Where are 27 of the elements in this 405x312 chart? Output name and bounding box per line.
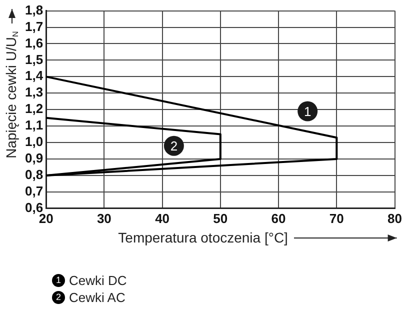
y-tick-label: 0,9 [24,150,44,166]
y-axis-title: Napięcie cewki U/UN [2,31,20,158]
annotation: 1 [304,104,312,119]
text: 2 [56,292,61,302]
annotation: 2 [170,138,178,154]
y-tick-label: 0,7 [24,184,44,199]
y-tick-label: 1,7 [24,18,44,34]
y-tick-label: 1,5 [24,52,44,67]
y-tick-label: 1,4 [24,68,44,84]
legend-label: Cewki DC [69,272,127,289]
y-tick-label: 0,8 [24,167,44,182]
x-tick-label: 70 [329,210,344,226]
text: 1 [56,275,61,285]
x-tick-label: 30 [96,210,112,226]
y-tick-label: 1,1 [24,118,44,133]
y-tick-label: 0,6 [24,200,44,215]
x-tick-label: 80 [388,210,402,226]
y-tick-label: 1,2 [24,101,44,116]
x-axis-title: Temperatura otoczenia [°C] [118,229,288,246]
legend-label: Cewki AC [69,289,126,306]
y-tick-label: 1,8 [24,2,44,18]
x-tick-label: 50 [213,210,228,226]
x-tick-label: 40 [155,210,170,226]
y-tick-label: 1,6 [24,35,44,50]
y-tick-label: 1,3 [24,84,44,100]
y-tick-label: 1,0 [24,134,44,150]
x-tick-label: 60 [271,210,286,226]
